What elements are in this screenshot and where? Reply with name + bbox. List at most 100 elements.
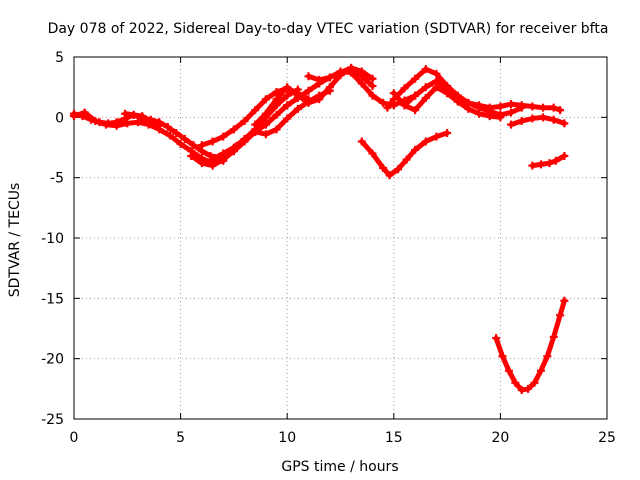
y-tick-label: 0 — [55, 110, 64, 126]
data-point — [176, 139, 185, 148]
data-point — [517, 101, 526, 110]
data-point — [272, 87, 281, 96]
data-point — [347, 63, 356, 72]
data-point — [163, 122, 172, 131]
data-point — [496, 102, 505, 111]
series-arc-v — [357, 129, 452, 180]
data-point — [443, 129, 452, 138]
data-point — [146, 115, 155, 124]
x-axis-label: GPS time / hours — [281, 459, 398, 475]
data-point — [549, 103, 558, 112]
data-point — [421, 137, 430, 146]
data-point — [283, 91, 292, 100]
data-point — [368, 74, 377, 83]
data-point — [549, 115, 558, 124]
data-point — [432, 77, 441, 86]
data-point — [394, 165, 403, 174]
data-series — [70, 63, 569, 395]
data-point — [485, 112, 494, 121]
data-point — [251, 127, 260, 136]
data-point — [357, 67, 366, 76]
axis-ticks: 0 5 10 15 20 25 -25 -20 -15 -10 -5 0 5 — [41, 50, 616, 446]
data-point — [389, 89, 398, 98]
data-point — [293, 104, 302, 113]
data-point — [528, 161, 537, 170]
data-point — [539, 103, 548, 112]
data-point — [507, 120, 516, 129]
data-point — [272, 95, 281, 104]
y-tick-label: -25 — [41, 412, 64, 428]
data-point — [492, 334, 501, 343]
data-point — [283, 114, 292, 123]
data-point — [208, 137, 217, 146]
data-point — [432, 69, 441, 78]
data-point — [400, 101, 409, 110]
data-point — [411, 91, 420, 100]
data-point — [504, 366, 513, 375]
data-point — [368, 149, 377, 158]
data-point — [545, 159, 554, 168]
data-point — [187, 151, 196, 160]
data-point — [400, 84, 409, 93]
data-point — [421, 94, 430, 103]
data-point — [530, 378, 539, 387]
series-arc-mid-c — [304, 63, 377, 84]
data-point — [272, 125, 281, 134]
y-tick-label: -10 — [41, 231, 64, 247]
data-point — [368, 91, 377, 100]
y-axis-label: SDTVAR / TECUs — [7, 183, 23, 298]
data-point — [240, 116, 249, 125]
data-point — [524, 384, 533, 393]
data-point — [261, 130, 270, 139]
data-point — [219, 153, 228, 162]
data-point — [336, 68, 345, 77]
data-point — [549, 332, 558, 341]
data-point — [121, 109, 130, 118]
data-point — [411, 145, 420, 154]
data-point — [379, 164, 388, 173]
data-point — [421, 83, 430, 92]
data-point — [517, 116, 526, 125]
data-point — [357, 79, 366, 88]
series-arc-late-c — [400, 77, 565, 115]
data-point — [517, 386, 526, 395]
data-point — [511, 378, 520, 387]
data-point — [172, 129, 181, 138]
data-point — [325, 73, 334, 82]
x-tick-label: 10 — [278, 430, 296, 446]
data-point — [560, 119, 569, 128]
data-point — [180, 135, 189, 144]
data-point — [272, 110, 281, 119]
y-tick-label: -5 — [50, 171, 64, 187]
data-point — [528, 102, 537, 111]
data-point — [229, 125, 238, 134]
data-point — [261, 120, 270, 129]
plot-frame — [73, 56, 608, 420]
data-point — [411, 106, 420, 115]
data-point — [421, 65, 430, 74]
data-point — [528, 114, 537, 123]
data-point — [251, 120, 260, 129]
y-tick-label: -15 — [41, 291, 64, 307]
data-point — [402, 155, 411, 164]
data-point — [261, 109, 270, 118]
x-tick-label: 20 — [491, 430, 509, 446]
data-point — [283, 101, 292, 110]
data-point — [95, 118, 104, 127]
y-tick-label: 5 — [55, 50, 64, 66]
data-point — [464, 98, 473, 107]
data-point — [556, 106, 565, 115]
series-trail — [359, 130, 450, 178]
data-point — [411, 74, 420, 83]
data-point — [261, 95, 270, 104]
data-point — [453, 92, 462, 101]
data-point — [551, 156, 560, 165]
data-point — [379, 98, 388, 107]
series-arc-u — [492, 296, 569, 395]
data-point — [304, 72, 313, 81]
data-point — [133, 118, 142, 127]
data-point — [496, 113, 505, 122]
data-point — [443, 84, 452, 93]
data-point — [78, 112, 87, 121]
data-point — [165, 131, 174, 140]
